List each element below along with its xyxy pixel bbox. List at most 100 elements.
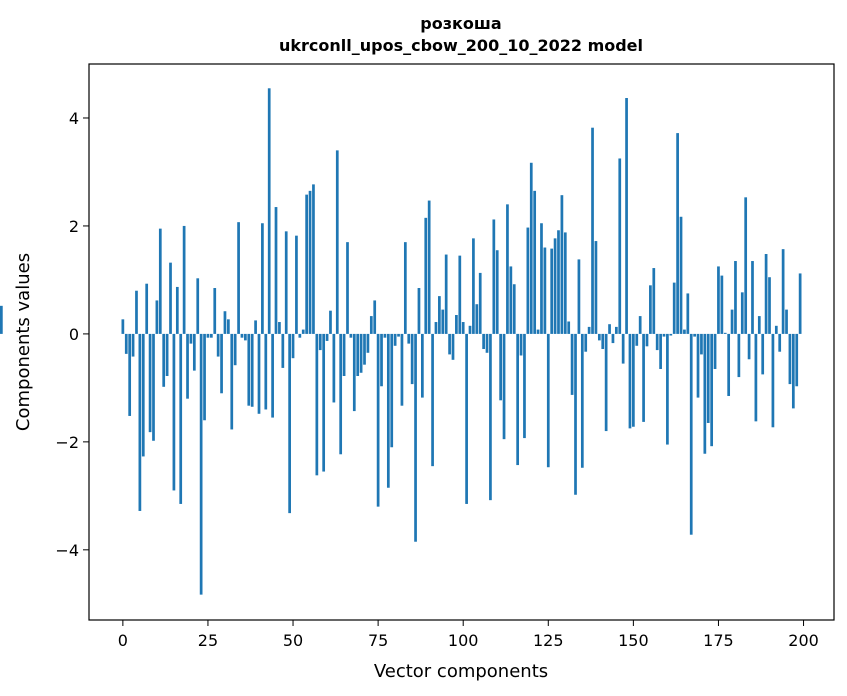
bar [237, 222, 240, 334]
bar [492, 219, 496, 334]
bar [451, 333, 455, 360]
bar [424, 217, 428, 334]
bar [257, 333, 261, 414]
x-tick-label: 25 [198, 631, 218, 650]
bar [213, 288, 217, 334]
bar [179, 333, 183, 504]
bar [570, 333, 574, 395]
bar [614, 326, 618, 334]
bar [390, 333, 394, 448]
bar [676, 133, 679, 334]
bar [318, 333, 322, 351]
bar [788, 333, 792, 385]
x-tick-label: 0 [118, 631, 128, 650]
bar [267, 88, 271, 334]
bar [710, 333, 714, 447]
bar [785, 309, 788, 334]
bar [713, 333, 717, 369]
bar [247, 333, 251, 406]
bar [203, 333, 206, 421]
bar [795, 333, 799, 387]
bar [335, 150, 339, 334]
bar [196, 278, 200, 334]
bar [560, 195, 564, 334]
bar [591, 127, 594, 334]
y-tick-label: 4 [69, 109, 79, 128]
bar [121, 319, 125, 334]
bar [233, 333, 237, 366]
bar [475, 304, 479, 334]
bar [751, 261, 754, 334]
bar [291, 333, 295, 359]
bar [169, 262, 172, 334]
bar [145, 283, 149, 334]
bar [706, 333, 710, 423]
bar [485, 333, 489, 353]
bar [339, 333, 343, 455]
bar [781, 249, 785, 334]
x-tick-label: 150 [618, 631, 649, 650]
bar [131, 333, 135, 357]
bar [438, 296, 441, 334]
bar [672, 282, 676, 334]
bar [686, 293, 690, 334]
bar [182, 225, 186, 334]
bar [186, 333, 189, 399]
bar [301, 329, 305, 334]
bar [577, 259, 581, 334]
bar [329, 310, 332, 334]
bar [468, 325, 472, 334]
bar [322, 333, 326, 472]
bar [645, 333, 649, 347]
bar [254, 320, 257, 334]
bar [427, 200, 431, 334]
bar [502, 333, 506, 440]
bar [563, 232, 567, 334]
bar [529, 162, 533, 334]
bar [478, 272, 482, 334]
bar [261, 223, 264, 334]
bar [679, 216, 683, 334]
bar [192, 333, 196, 371]
bar [400, 333, 404, 406]
bar [553, 238, 557, 334]
bar [764, 254, 768, 334]
bar [761, 333, 765, 375]
bar [689, 333, 693, 535]
bar [281, 333, 285, 368]
bar [369, 316, 373, 334]
bar [536, 329, 540, 334]
bar [152, 333, 155, 441]
bar [455, 315, 458, 334]
bar [757, 316, 761, 334]
bar [662, 333, 666, 337]
bar [189, 333, 193, 344]
bar [720, 275, 724, 334]
bar [165, 333, 169, 376]
bar [0, 305, 3, 334]
bar [635, 333, 639, 346]
bar [723, 332, 727, 334]
bar [703, 333, 707, 454]
bar [778, 333, 782, 352]
bar [655, 333, 659, 351]
chart-title: розкоша [420, 14, 501, 33]
bar [332, 333, 336, 403]
bar [638, 316, 642, 334]
bar [744, 197, 748, 334]
bar [383, 333, 387, 338]
bar [128, 333, 132, 416]
bar [625, 98, 628, 334]
bar [533, 190, 537, 334]
x-tick-label: 75 [368, 631, 388, 650]
bar [448, 333, 451, 355]
x-tick-label: 100 [448, 631, 479, 650]
bar [632, 333, 635, 427]
bar [543, 247, 547, 334]
bar [240, 333, 244, 338]
bar [621, 333, 625, 364]
bar [271, 333, 274, 418]
bar [138, 333, 142, 511]
bar [580, 333, 584, 468]
bar [315, 333, 319, 476]
